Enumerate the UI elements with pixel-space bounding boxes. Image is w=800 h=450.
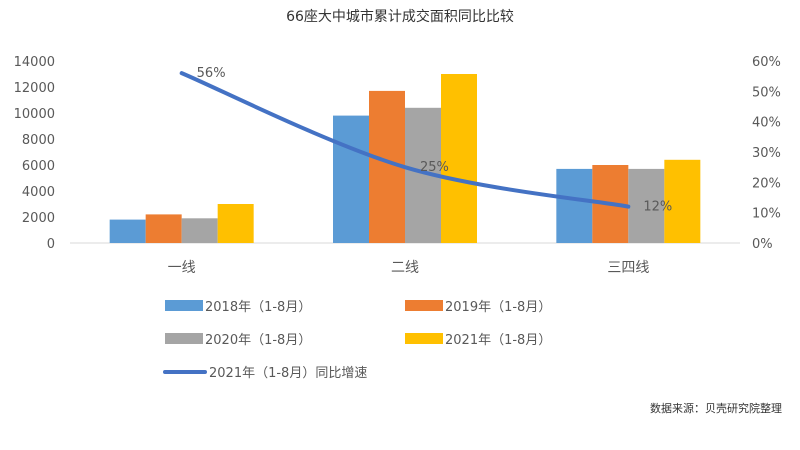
legend-label: 2020年（1-8月）: [205, 333, 312, 348]
legend-swatch: [165, 333, 203, 344]
y2-tick-label: 30%: [752, 146, 781, 161]
legend-label: 2018年（1-8月）: [205, 300, 312, 315]
y2-tick-label: 40%: [752, 116, 781, 131]
chart-plot: 0 2000 4000 6000 8000 10000 12000 14000 0% 10% 20%…: [14, 55, 781, 276]
legend-label: 2019年（1-8月）: [445, 300, 552, 315]
chart-title: 66座大中城市累计成交面积同比比较: [286, 9, 514, 25]
bar: [217, 204, 254, 243]
source-note: 数据来源：贝壳研究院整理: [650, 402, 782, 415]
y2-tick-label: 20%: [752, 176, 781, 191]
y-tick-label: 0: [47, 237, 55, 252]
x-tick-label: 二线: [391, 260, 419, 276]
data-label: 56%: [197, 66, 226, 81]
legend-label: 2021年（1-8月）同比增速: [209, 366, 368, 381]
y-tick-label: 2000: [22, 211, 55, 226]
y-tick-label: 12000: [14, 81, 55, 96]
legend-line: [163, 369, 207, 374]
data-label: 25%: [420, 160, 449, 175]
growth-line: [179, 71, 631, 209]
data-label: 12%: [643, 200, 672, 215]
legend-swatch: [405, 333, 443, 344]
y-tick-label: 8000: [22, 133, 55, 148]
bar: [333, 115, 369, 243]
bar: [181, 218, 218, 243]
y2-tick-label: 50%: [752, 85, 781, 100]
legend-item-2019: 2019年（1-8月）: [405, 296, 551, 315]
y-tick-label: 10000: [14, 107, 55, 122]
x-tick-label: 三四线: [607, 260, 649, 276]
y2-tick-label: 60%: [752, 55, 781, 70]
legend-label: 2021年（1-8月）: [445, 333, 552, 348]
x-tick-label: 一线: [168, 260, 196, 276]
y-tick-label: 4000: [22, 185, 55, 200]
legend-item-2018: 2018年（1-8月）: [165, 296, 311, 315]
legend-swatch: [165, 300, 203, 311]
y2-tick-label: 0%: [752, 237, 773, 252]
y-tick-label: 14000: [14, 55, 55, 70]
bar: [664, 159, 701, 243]
bar: [628, 168, 665, 243]
legend-item-2021: 2021年（1-8月）: [405, 329, 551, 348]
legend-item-growth: 2021年（1-8月）同比增速: [163, 362, 367, 381]
legend-item-2020: 2020年（1-8月）: [165, 329, 311, 348]
bar: [441, 74, 477, 243]
bar: [109, 219, 146, 243]
bar: [145, 214, 182, 243]
y2-tick-label: 10%: [752, 207, 781, 222]
legend-swatch: [405, 300, 443, 311]
bar: [556, 168, 593, 243]
y-tick-label: 6000: [22, 159, 55, 174]
